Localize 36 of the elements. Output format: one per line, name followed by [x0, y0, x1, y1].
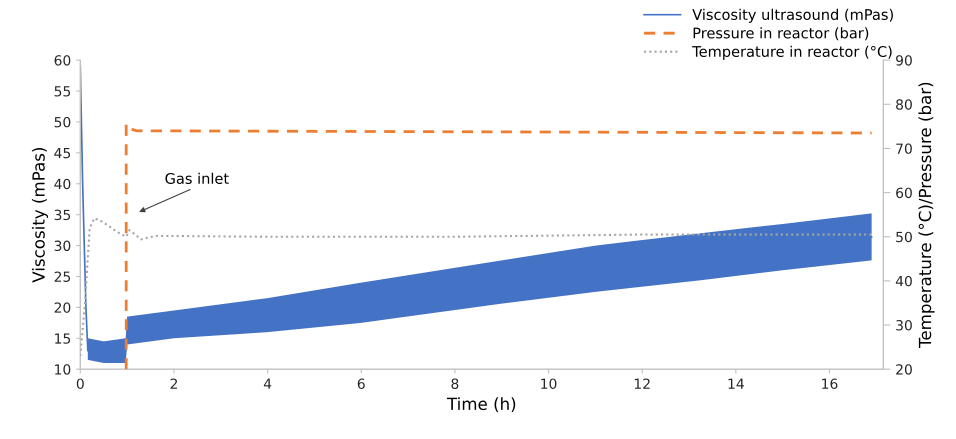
y2-tick-label: 90	[896, 55, 912, 66]
y2-tick-label: 80	[896, 99, 912, 110]
y2-tick-label: 60	[896, 188, 912, 198]
x-tick-label: 8	[451, 378, 458, 389]
y-tick-label: 25	[54, 271, 70, 282]
y2-tick-label: 70	[896, 143, 912, 154]
y-tick-label: 45	[54, 148, 70, 158]
x-tick-label: 6	[358, 378, 365, 389]
y-tick-label: 15	[55, 333, 70, 344]
y-tick-label: 35	[54, 210, 70, 220]
y-tick-label: 10	[55, 364, 70, 375]
x-tick-label: 14	[728, 378, 744, 389]
y2-axis-title: Temperature (°C)/Pressure (bar)	[918, 82, 935, 348]
x-tick-label: 10	[541, 378, 556, 389]
x-tick-label: 12	[634, 378, 650, 389]
x-tick-label: 16	[822, 378, 838, 389]
legend-label: Temperature in reactor (°C)	[692, 46, 892, 60]
legend-label: Viscosity ultrasound (mPas)	[692, 8, 893, 23]
annotation: Gas inlet	[165, 172, 229, 184]
y-tick-label: 50	[54, 116, 70, 128]
y-tick-label: 40	[54, 178, 70, 190]
y-tick-label: 20	[54, 302, 70, 313]
y2-tick-label: 30	[896, 320, 912, 331]
y-axis-title: Viscosity (mPas)	[32, 148, 48, 283]
line-series	[124, 122, 874, 370]
y2-tick-label: 50	[896, 232, 912, 242]
legend-label: Pressure in reactor (bar)	[694, 27, 868, 40]
y-tick-label: 55	[54, 86, 70, 97]
y-tick-label: 60	[54, 55, 70, 66]
x-tick-label: 0	[76, 378, 84, 389]
y-tick-label: 30	[54, 240, 70, 252]
y2-tick-label: 40	[896, 276, 912, 286]
x-tick-label: 2	[170, 378, 177, 389]
x-tick-label: 4	[264, 378, 272, 389]
x-axis-title: Time (h)	[446, 397, 516, 412]
y2-tick-label: 20	[896, 364, 912, 375]
